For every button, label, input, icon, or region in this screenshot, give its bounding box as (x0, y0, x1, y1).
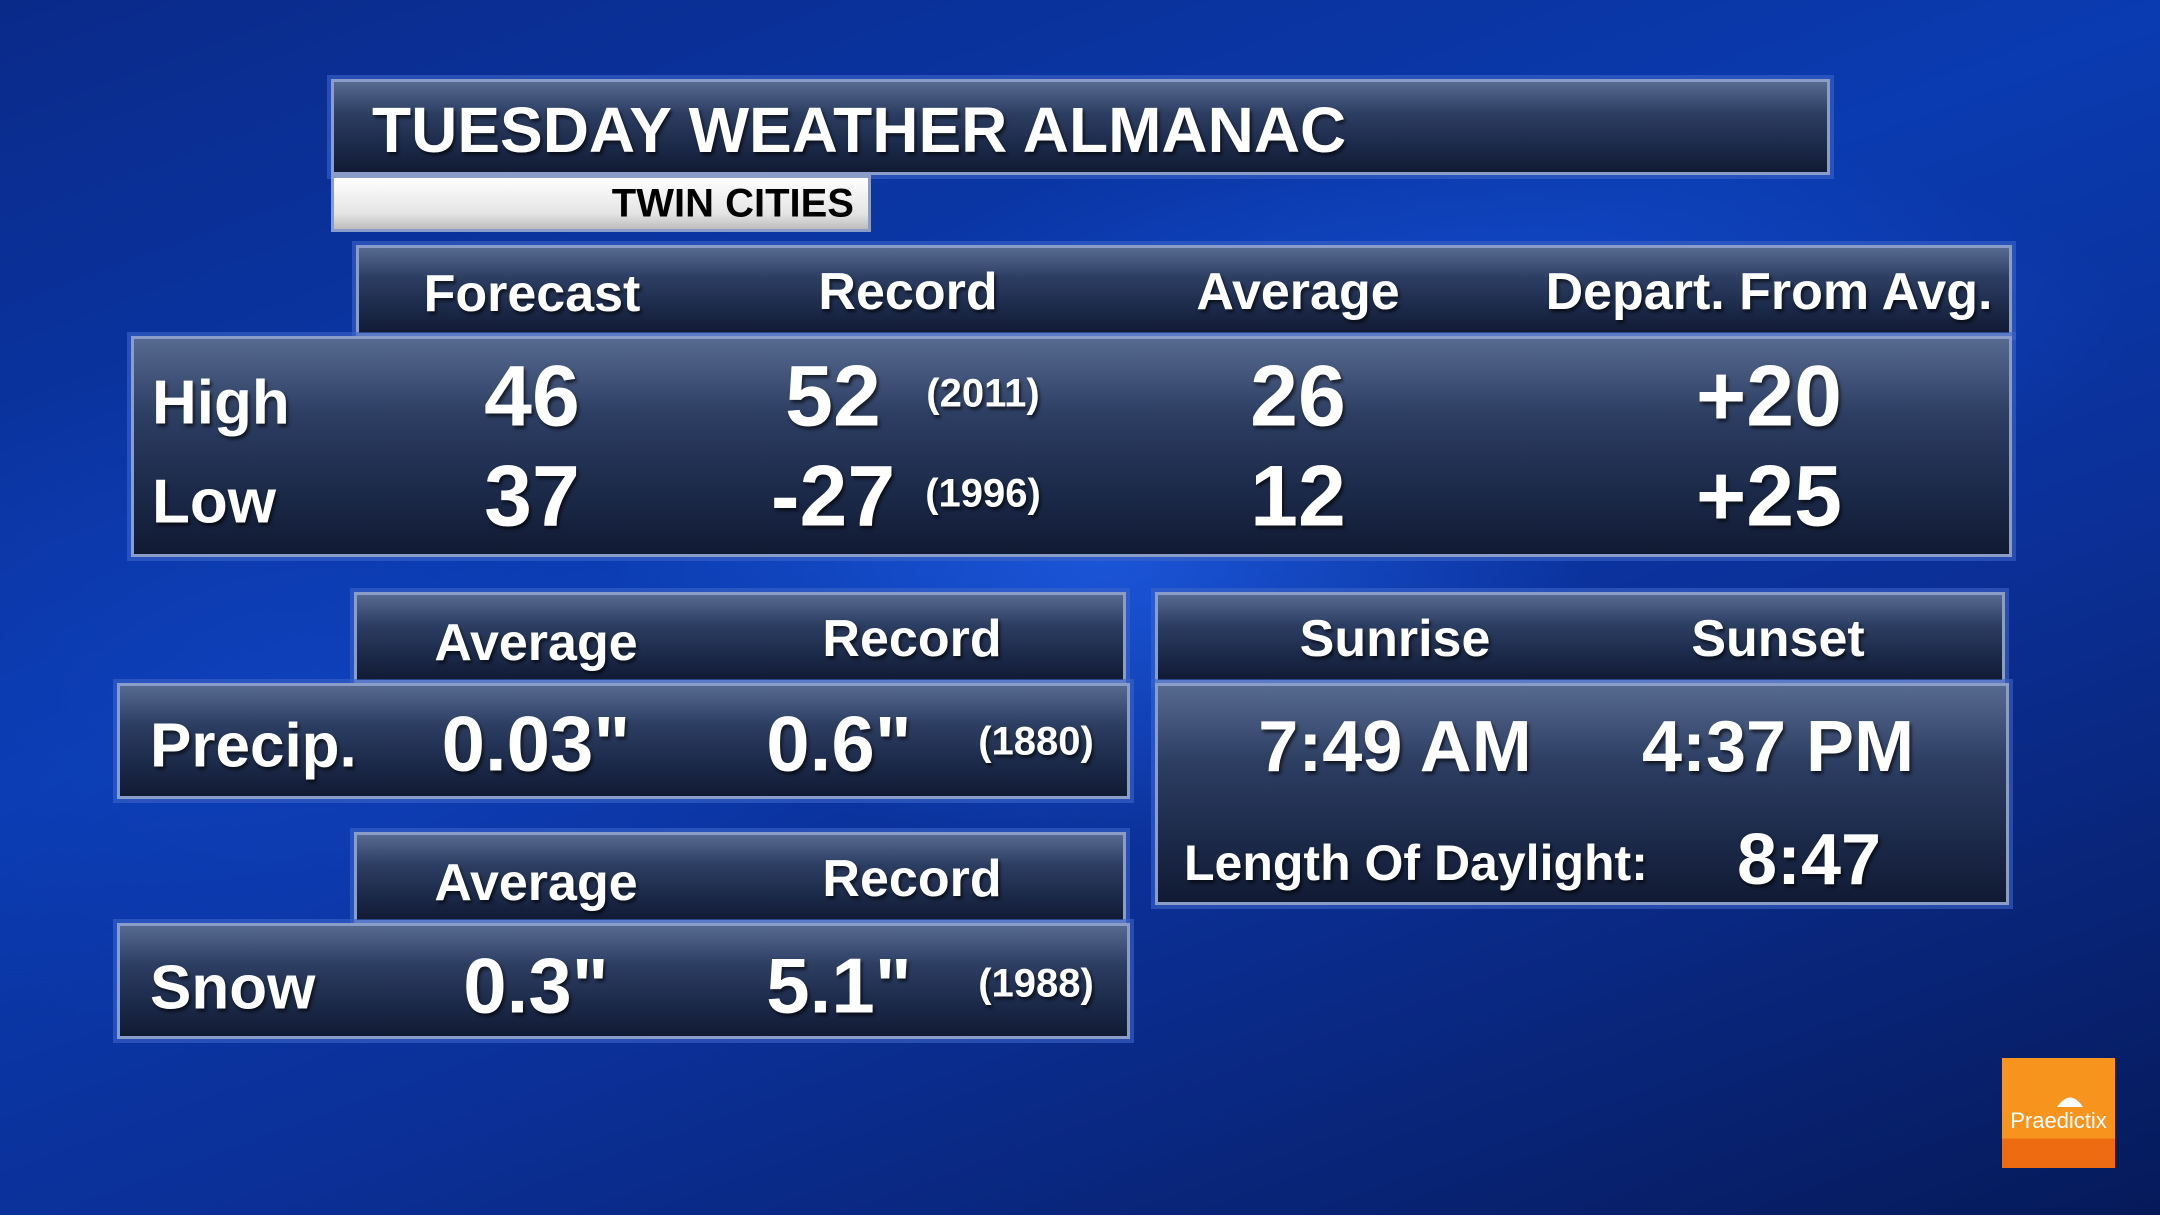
row-label: High (152, 368, 290, 438)
col-sunset: Sunset (1691, 610, 1865, 668)
col-average: Average (1196, 263, 1400, 321)
record-year: (2011) (926, 371, 1040, 416)
col-average: Average (434, 614, 638, 672)
departure-value: +25 (1696, 448, 1842, 545)
snow-record-year: (1988) (978, 961, 1094, 1006)
precip-record: 0.6" (766, 699, 912, 788)
page-title: TUESDAY WEATHER ALMANAC (372, 94, 1347, 166)
snow-average: 0.3" (463, 941, 609, 1030)
departure-value: +20 (1696, 348, 1842, 445)
precip-row: Precip. 0.03" 0.6" (1880) (117, 683, 1130, 799)
forecast-value: 46 (484, 348, 580, 445)
precip-average: 0.03" (441, 699, 631, 788)
precip-header: Average Record (354, 592, 1126, 683)
col-departure: Depart. From Avg. (1545, 263, 1993, 321)
sunset-time: 4:37 PM (1641, 707, 1915, 787)
daylight-label: Length Of Daylight: (1184, 835, 1648, 891)
col-record: Record (822, 610, 1002, 668)
average-value: 12 (1250, 448, 1346, 545)
row-label: Low (152, 467, 276, 537)
praedictix-logo: Praedictix (2002, 1058, 2115, 1168)
snow-label: Snow (150, 953, 316, 1023)
col-sunrise: Sunrise (1299, 610, 1491, 668)
location-label: TWIN CITIES (611, 181, 854, 225)
sun-header: Sunrise Sunset (1155, 592, 2005, 683)
snow-record: 5.1" (766, 941, 912, 1030)
title-bar: TUESDAY WEATHER ALMANAC (331, 79, 1830, 175)
average-value: 26 (1250, 348, 1346, 445)
record-value: -27 (770, 448, 896, 545)
col-forecast: Forecast (423, 265, 641, 323)
location-tab: TWIN CITIES (331, 175, 871, 232)
col-record: Record (818, 263, 998, 321)
sun-panel: 7:49 AM 4:37 PM Length Of Daylight: 8:47 (1155, 683, 2009, 905)
logo-text: Praedictix (2010, 1108, 2107, 1133)
temps-table: High 46 52 (2011) 26 +20 Low 37 -27 (199… (131, 336, 2012, 557)
forecast-value: 37 (484, 448, 580, 545)
sunrise-time: 7:49 AM (1258, 707, 1532, 787)
precip-record-year: (1880) (978, 719, 1094, 764)
precip-label: Precip. (150, 711, 357, 781)
record-value: 52 (785, 348, 881, 445)
col-average: Average (434, 854, 638, 912)
snow-row: Snow 0.3" 5.1" (1988) (117, 923, 1130, 1039)
umbrella-icon (2057, 1097, 2083, 1107)
record-year: (1996) (925, 471, 1041, 516)
daylight-value: 8:47 (1736, 820, 1882, 900)
col-record: Record (822, 850, 1002, 908)
temps-header: Forecast Record Average Depart. From Avg… (356, 245, 2012, 336)
snow-header: Average Record (354, 832, 1126, 923)
